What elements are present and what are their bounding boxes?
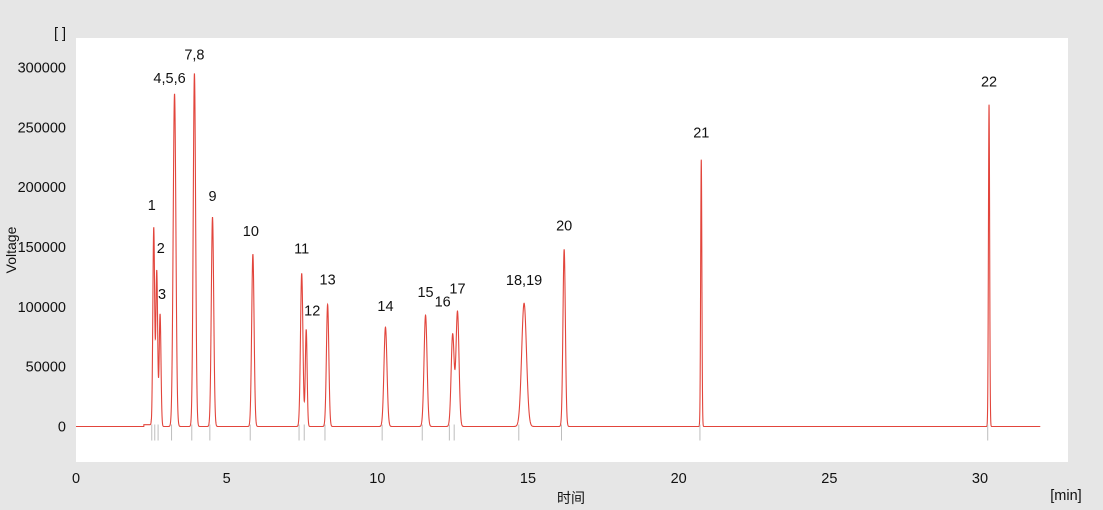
peak-label: 22	[981, 75, 997, 91]
peak-label: 21	[693, 126, 709, 142]
peak-label: 7,8	[184, 47, 204, 63]
x-tick-label: 30	[972, 471, 988, 487]
peak-label: 15	[417, 285, 433, 301]
x-tick-label: 20	[671, 471, 687, 487]
x-axis-title: 时间	[557, 490, 585, 506]
peak-label: 4,5,6	[153, 71, 185, 87]
x-tick-label: 15	[520, 471, 536, 487]
y-tick-label: 300000	[18, 61, 66, 77]
peak-label: 1	[148, 198, 156, 214]
peak-label: 2	[157, 241, 165, 257]
y-tick-label: 50000	[26, 360, 66, 376]
y-tick-label: 100000	[18, 300, 66, 316]
y-tick-label: 250000	[18, 120, 66, 136]
chromatogram-trace	[76, 73, 1041, 428]
y-unit-label: [ ]	[54, 26, 66, 42]
plot-area	[76, 38, 1068, 462]
x-tick-label: 10	[369, 471, 385, 487]
peak-label: 20	[556, 218, 572, 234]
y-tick-label: 0	[58, 420, 66, 436]
y-tick-label: 200000	[18, 180, 66, 196]
y-tick-label: 150000	[18, 240, 66, 256]
peak-label: 17	[449, 282, 465, 298]
peak-label: 9	[208, 189, 216, 205]
x-tick-label: 0	[72, 471, 80, 487]
peak-label: 18,19	[506, 273, 542, 289]
x-tick-label: 5	[223, 471, 231, 487]
peak-label: 10	[243, 224, 259, 240]
peak-label: 14	[377, 299, 393, 315]
peak-label: 12	[304, 304, 320, 320]
peak-label: 16	[435, 294, 451, 310]
x-unit-label: [min]	[1050, 488, 1081, 504]
peak-label: 11	[294, 241, 309, 257]
peak-label: 13	[320, 272, 336, 288]
y-axis-title: Voltage	[3, 226, 19, 273]
peak-label: 3	[158, 287, 166, 303]
x-tick-label: 25	[821, 471, 837, 487]
